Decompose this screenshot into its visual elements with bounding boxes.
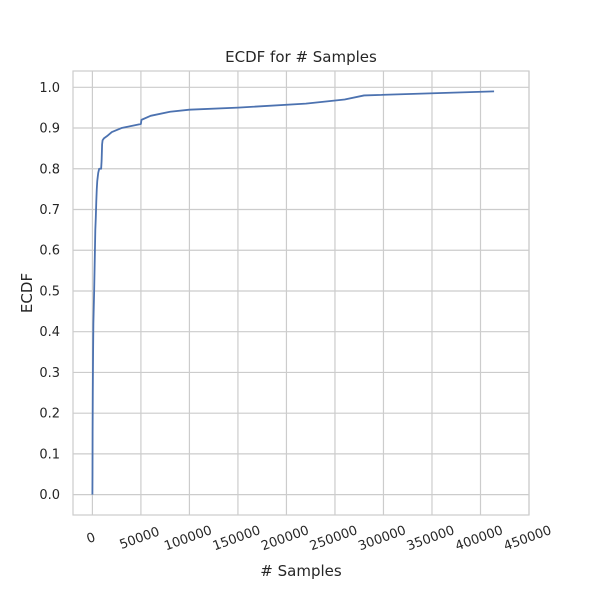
series-layer [91,90,495,495]
x-tick-label: 0 [85,530,98,547]
ecdf-line [91,90,495,495]
y-tick-label: 1.0 [39,81,60,96]
y-axis-label: ECDF [18,273,36,313]
x-tick-label: 450000 [502,523,554,554]
plot-frame [72,70,530,516]
x-tick-label: 300000 [356,523,408,554]
y-tick-label: 0.5 [39,284,60,299]
y-tick-label: 0.2 [39,407,60,422]
y-tick-label: 0.0 [39,488,60,503]
y-tick-label: 0.3 [39,366,60,381]
y-tick-label: 0.7 [39,203,60,218]
x-tick-label: 250000 [308,523,360,554]
x-tick-label: 400000 [453,523,505,554]
y-tick-label: 0.9 [39,122,60,137]
y-tick-labels: 0.0 0.1 0.2 0.3 0.4 0.5 0.6 0.7 0.8 0.9 1.0 [39,81,60,503]
x-tick-label: 150000 [211,523,263,554]
x-axis-label: # Samples [260,562,342,580]
y-tick-label: 0.4 [39,325,60,340]
x-tick-label: 200000 [259,523,311,554]
y-tick-label: 0.6 [39,244,60,259]
y-tick-label: 0.8 [39,162,60,177]
x-tick-labels: 0 50000 1000001500002000002500003000003500… [85,523,554,554]
x-tick-label: 50000 [118,525,162,553]
x-tick-label: 350000 [405,523,457,554]
chart-title: ECDF for # Samples [225,48,377,66]
y-tick-label: 0.1 [39,447,60,462]
x-tick-label: 100000 [162,523,214,554]
grid-lines [73,71,530,515]
